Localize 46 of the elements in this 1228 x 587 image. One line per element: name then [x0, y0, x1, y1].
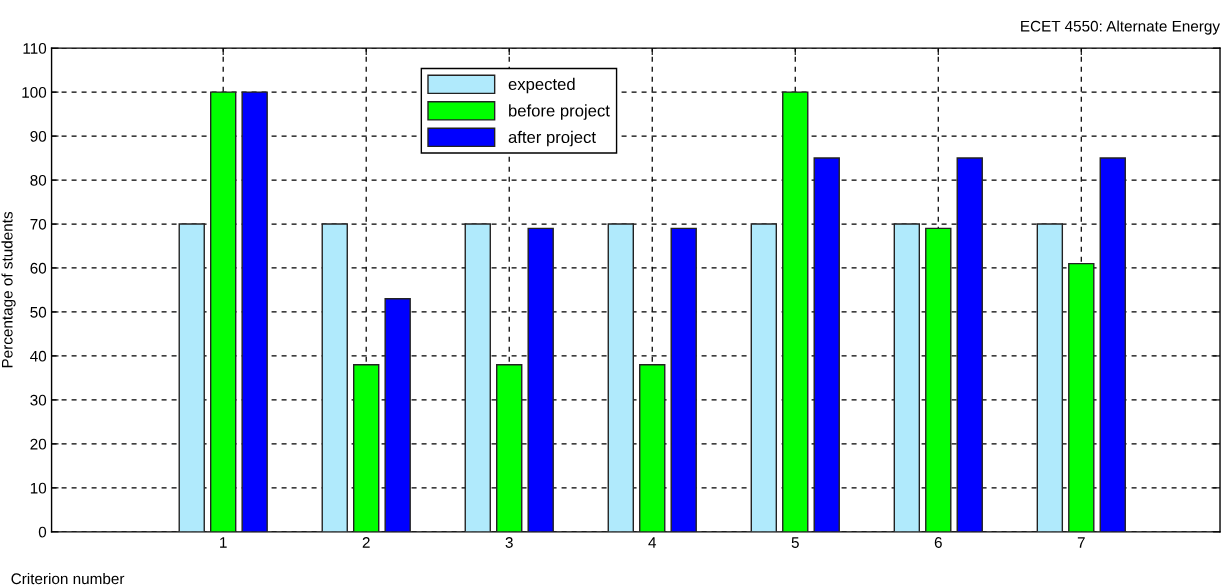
bar — [893, 223, 921, 532]
x-tick-label: 7 — [1077, 537, 1085, 548]
legend-label: after project — [508, 130, 596, 147]
bar — [1036, 223, 1064, 532]
y-tick-label: 90 — [30, 130, 47, 142]
legend-label: before project — [509, 104, 610, 120]
bar — [464, 223, 491, 532]
x-tick-label: 5 — [791, 537, 799, 548]
bar — [496, 364, 523, 532]
bar — [353, 364, 380, 532]
y-tick-label: 60 — [30, 262, 47, 274]
bar — [670, 227, 697, 532]
x-axis-title: Criterion number — [11, 572, 125, 585]
x-tick-label: 4 — [648, 537, 657, 548]
y-tick-label: 100 — [22, 86, 47, 98]
x-tick-label: 6 — [934, 537, 942, 548]
bar — [782, 91, 809, 532]
legend-label: expected — [508, 77, 575, 94]
bar — [178, 223, 205, 532]
bar — [241, 91, 268, 532]
chart-title: ECET 4550: Alternate Energy — [1021, 20, 1220, 35]
y-tick-label: 20 — [30, 438, 47, 450]
y-tick-label: 110 — [23, 43, 47, 54]
x-tick-label: 2 — [362, 537, 370, 548]
bar — [1068, 262, 1095, 532]
bar — [1099, 157, 1126, 532]
x-tick-label: 1 — [220, 537, 227, 548]
bar — [527, 227, 554, 532]
x-tick-label: 3 — [505, 537, 513, 548]
y-tick-label: 0 — [38, 526, 47, 538]
y-tick-label: 10 — [30, 482, 47, 494]
y-tick-label: 70 — [30, 218, 47, 230]
bar — [384, 298, 411, 532]
bar — [209, 91, 237, 532]
bar — [813, 157, 840, 532]
y-axis-title: Percentage of students — [1, 211, 16, 368]
bar — [956, 157, 983, 532]
bar — [639, 364, 666, 532]
y-tick-label: 30 — [30, 394, 47, 406]
bar — [607, 223, 634, 532]
y-tick-label: 40 — [30, 350, 47, 362]
y-tick-label: 50 — [30, 306, 47, 318]
y-tick-label: 80 — [30, 174, 47, 186]
bar — [750, 223, 778, 532]
bar — [321, 223, 348, 532]
bar — [925, 227, 952, 532]
